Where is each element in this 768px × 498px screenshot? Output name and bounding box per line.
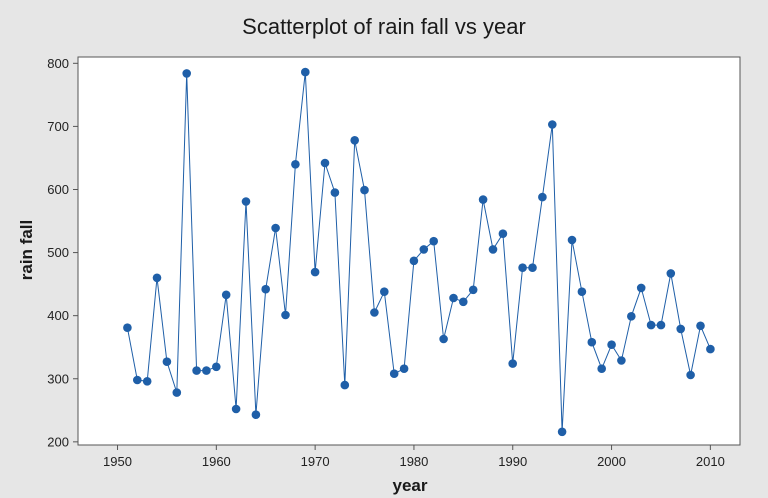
x-tick-label: 1960 xyxy=(202,454,231,469)
data-point xyxy=(399,364,409,374)
data-point xyxy=(261,284,271,294)
data-point xyxy=(587,337,597,347)
data-point xyxy=(123,323,132,333)
data-point xyxy=(617,356,626,365)
data-point xyxy=(301,67,310,77)
y-tick-label: 600 xyxy=(47,182,69,197)
data-point xyxy=(557,427,567,437)
data-point xyxy=(162,357,172,367)
data-point xyxy=(676,324,685,334)
data-point xyxy=(320,158,330,168)
data-point xyxy=(212,362,221,372)
data-point xyxy=(241,197,251,206)
data-point xyxy=(192,366,201,375)
data-point xyxy=(528,263,537,273)
y-tick-label: 500 xyxy=(47,245,69,260)
y-tick-label: 300 xyxy=(47,371,69,386)
data-point xyxy=(449,293,458,303)
data-point xyxy=(389,369,399,379)
data-point xyxy=(281,310,290,320)
data-point xyxy=(409,256,419,266)
data-point xyxy=(380,287,389,297)
data-point xyxy=(172,388,182,397)
data-point xyxy=(666,269,676,278)
data-point xyxy=(360,185,369,195)
data-point xyxy=(548,120,557,129)
data-point xyxy=(419,245,429,254)
y-tick-label: 400 xyxy=(47,308,69,323)
data-point xyxy=(686,370,695,380)
data-point xyxy=(656,320,666,330)
x-tick-label: 2010 xyxy=(696,454,725,469)
data-point xyxy=(627,312,636,321)
y-tick-label: 700 xyxy=(47,119,69,134)
data-point xyxy=(538,192,547,202)
data-point xyxy=(429,236,439,246)
data-point xyxy=(330,188,340,197)
x-tick-label: 2000 xyxy=(597,454,626,469)
chart-title: Scatterplot of rain fall vs year xyxy=(242,14,526,39)
data-point xyxy=(142,377,152,386)
data-point xyxy=(567,235,577,245)
y-axis-label: rain fall xyxy=(17,219,36,281)
data-point xyxy=(231,404,241,414)
data-point xyxy=(271,223,280,233)
x-tick-label: 1950 xyxy=(103,454,132,469)
data-point xyxy=(251,410,261,420)
data-point xyxy=(577,287,587,297)
y-tick-label: 800 xyxy=(47,56,69,71)
y-tick-label: 200 xyxy=(47,434,69,449)
data-point xyxy=(370,308,379,317)
x-tick-label: 1970 xyxy=(301,454,330,469)
data-point xyxy=(518,263,527,273)
data-point xyxy=(459,297,468,307)
data-point xyxy=(152,273,162,283)
data-point xyxy=(488,245,498,254)
data-point xyxy=(310,267,320,277)
x-axis-label: year xyxy=(392,476,428,495)
data-point xyxy=(133,375,142,385)
data-point xyxy=(468,285,478,295)
data-point xyxy=(706,344,715,354)
data-point xyxy=(498,229,508,238)
data-point xyxy=(646,320,656,330)
data-point xyxy=(439,334,448,344)
data-point xyxy=(221,290,231,300)
data-point xyxy=(340,380,350,390)
data-point xyxy=(202,366,211,375)
data-point xyxy=(350,136,360,145)
x-tick-label: 1980 xyxy=(399,454,428,469)
data-point xyxy=(636,283,646,293)
data-point xyxy=(291,160,300,169)
data-point xyxy=(182,69,191,78)
data-point xyxy=(696,321,705,331)
data-point xyxy=(597,364,606,374)
x-tick-label: 1990 xyxy=(498,454,527,469)
data-point xyxy=(508,359,517,368)
data-point xyxy=(607,340,616,350)
data-point xyxy=(478,195,488,204)
